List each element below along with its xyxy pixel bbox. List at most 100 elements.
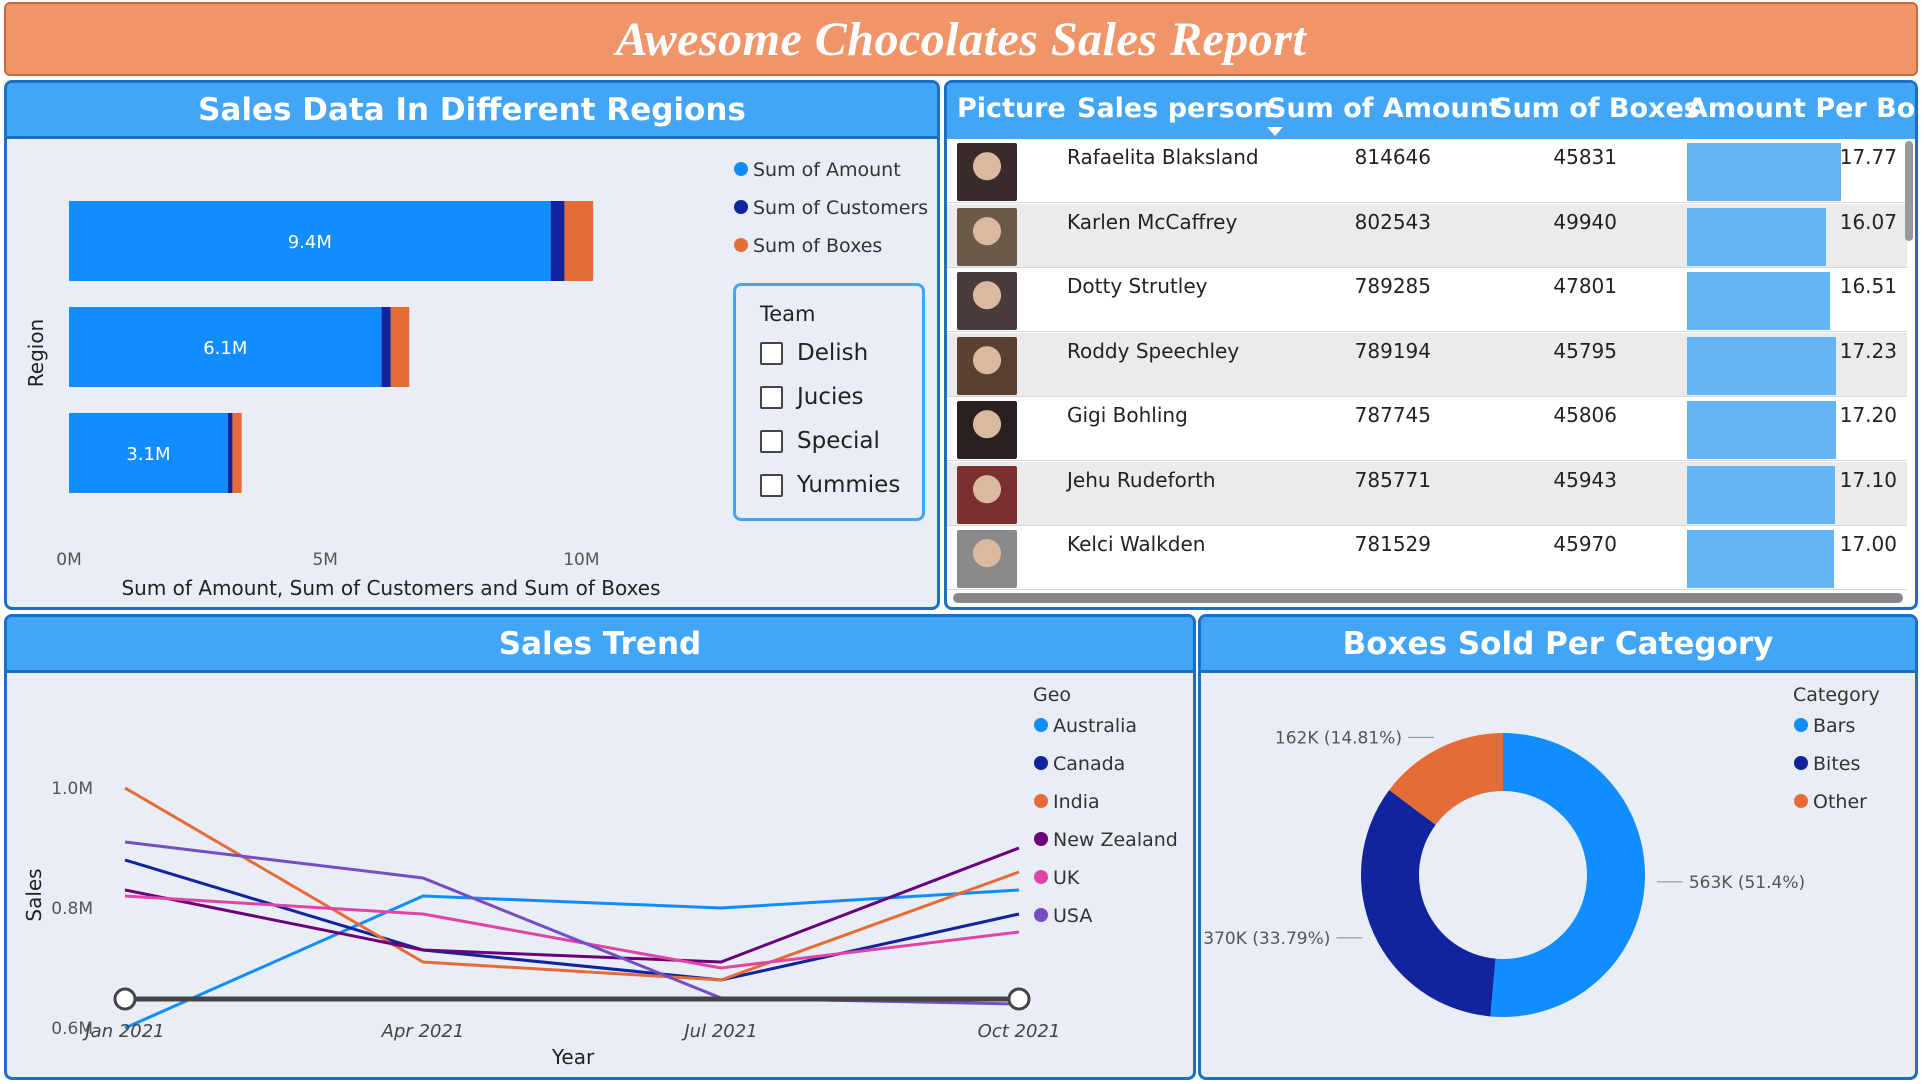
line-series-new-zealand <box>124 846 1020 964</box>
salesperson-name: Rafaelita Blaksland <box>1067 145 1259 169</box>
date-range-end-handle[interactable] <box>1007 987 1031 1011</box>
sum-of-amount-value: 789194 <box>1354 338 1431 363</box>
sum-of-boxes-value: 45806 <box>1553 403 1617 427</box>
legend-marker-1 <box>734 200 748 214</box>
donut-data-label-0: 563K (51.4%) <box>1689 873 1805 893</box>
legend-title: Geo <box>1033 684 1071 706</box>
col-header-amount-per-box[interactable]: Amount Per Box <box>1687 93 1918 124</box>
bar-amount-0 <box>69 201 551 281</box>
slicer-label-yummies: Yummies <box>797 472 901 498</box>
sales-trend-panel: Sales Trend 0.6M 0.8M 1.0M Sales Jan 2021 Apr… <box>4 614 1196 1080</box>
date-range-start-handle[interactable] <box>113 987 137 1011</box>
team-slicer: Team Delish Jucies Special Yummies <box>733 283 925 521</box>
sales-trend-line-chart: 0.6M 0.8M 1.0M Sales Jan 2021 Apr 2021 Jul 202… <box>22 684 1178 1069</box>
checkbox-yummies[interactable] <box>760 473 783 497</box>
x-axis-title: Year <box>551 1045 595 1069</box>
col-header-sum-of-amount[interactable]: Sum of Amount <box>1267 93 1502 124</box>
regions-panel-title: Sales Data In Different Regions <box>198 91 746 128</box>
amount-per-box-value: 16.51 <box>1839 274 1897 298</box>
sales-trend-header: Sales Trend <box>7 617 1193 673</box>
y-tick-label-0: 0.6M <box>51 1019 93 1039</box>
salesperson-name: Gigi Bohling <box>1067 403 1188 427</box>
report-title-bar: Awesome Chocolates Sales Report <box>4 2 1918 76</box>
table-row[interactable]: Dotty Strutley 789285 47801 16.51 <box>947 268 1907 332</box>
col-header-sum-of-boxes[interactable]: Sum of Boxes <box>1493 93 1700 124</box>
legend-marker-1 <box>1034 756 1048 770</box>
slicer-item-yummies[interactable]: Yummies <box>760 472 900 498</box>
table-body: Rafaelita Blaksland 814646 45831 17.77 Karle… <box>947 139 1907 595</box>
legend-marker-0 <box>734 162 748 176</box>
donut-slice-bites <box>1361 790 1496 1017</box>
sum-of-amount-value: 802543 <box>1354 209 1431 234</box>
bar-amount-1 <box>69 307 382 387</box>
checkbox-delish[interactable] <box>760 341 783 365</box>
table-row[interactable]: Karlen McCaffrey 802543 49940 16.07 <box>947 203 1907 268</box>
salesperson-avatar <box>957 530 1017 588</box>
salesperson-avatar <box>957 401 1017 459</box>
table-row[interactable]: Gigi Bohling 787745 45806 17.20 <box>947 397 1907 461</box>
checkbox-special[interactable] <box>760 429 783 453</box>
donut-data-label-2: 162K (14.81%) <box>1275 728 1402 748</box>
bar-boxes-0 <box>564 201 594 281</box>
col-header-sales-person[interactable]: Sales person <box>1077 93 1273 124</box>
x-tick-label-3: Oct 2021 <box>978 1021 1061 1042</box>
bar-customers-0 <box>550 201 565 281</box>
legend-label-1: Sum of Customers <box>753 197 928 219</box>
checkbox-jucies[interactable] <box>760 385 783 409</box>
boxes-category-header: Boxes Sold Per Category <box>1201 617 1915 673</box>
regions-bar-chart: 9.4M 6.1M 3.1M 0M 5M 10M Sum of Amount, Sum of… <box>24 159 928 600</box>
slicer-item-delish[interactable]: Delish <box>760 340 868 366</box>
x-tick-label-1: 5M <box>312 550 337 570</box>
amount-per-box-bar <box>1687 401 1837 459</box>
sum-of-boxes-value: 49940 <box>1553 209 1617 234</box>
sum-of-amount-value: 781529 <box>1354 532 1431 556</box>
table-row[interactable]: Jehu Rudeforth 785771 45943 17.10 <box>947 461 1907 526</box>
legend-marker-2 <box>1794 794 1808 808</box>
legend-label-2: India <box>1053 791 1100 813</box>
amount-per-box-value: 16.07 <box>1839 209 1897 234</box>
sum-of-amount-value: 785771 <box>1354 467 1431 492</box>
donut-slice-other <box>1389 733 1503 825</box>
line-series-australia <box>124 888 1020 1030</box>
table-row[interactable]: Kelci Walkden 781529 45970 17.00 <box>947 526 1907 590</box>
legend-marker-2 <box>734 238 748 252</box>
table-row[interactable]: Roddy Speechley 789194 45795 17.23 <box>947 332 1907 397</box>
legend-label-1: Canada <box>1053 753 1125 775</box>
y-axis-title: Sales <box>22 868 46 921</box>
salesperson-avatar <box>957 272 1017 330</box>
legend-marker-1 <box>1794 756 1808 770</box>
salesperson-name: Roddy Speechley <box>1067 338 1240 363</box>
slicer-item-jucies[interactable]: Jucies <box>760 384 864 410</box>
bar-amount-2 <box>69 413 228 493</box>
boxes-donut-chart: 563K (51.4%) 370K (33.79%) 162K (14.81%) Ca… <box>1203 684 1880 1017</box>
legend-marker-5 <box>1034 908 1048 922</box>
amount-per-box-value: 17.20 <box>1839 403 1897 427</box>
legend-marker-0 <box>1034 718 1048 732</box>
bar-boxes-2 <box>232 413 242 493</box>
sum-of-boxes-value: 45943 <box>1553 467 1617 492</box>
amount-per-box-value: 17.00 <box>1839 532 1897 556</box>
vertical-scrollbar[interactable] <box>1905 141 1913 241</box>
salesperson-avatar <box>957 207 1017 266</box>
table-row[interactable]: Rafaelita Blaksland 814646 45831 17.77 <box>947 139 1907 203</box>
slicer-item-special[interactable]: Special <box>760 428 880 454</box>
sum-of-boxes-value: 47801 <box>1553 274 1617 298</box>
amount-per-box-value: 17.23 <box>1839 338 1897 363</box>
salesperson-avatar <box>957 465 1017 524</box>
legend-label-4: UK <box>1053 867 1080 889</box>
slicer-label-special: Special <box>797 428 880 454</box>
sum-of-amount-value: 787745 <box>1354 403 1431 427</box>
amount-per-box-bar <box>1687 465 1836 524</box>
y-axis-title: Region <box>24 319 48 387</box>
salesperson-table-panel: Picture Sales person Sum of Amount Sum o… <box>944 80 1918 610</box>
x-tick-label-0: Jan 2021 <box>82 1021 164 1042</box>
amount-per-box-value: 17.10 <box>1839 467 1897 492</box>
horizontal-scrollbar[interactable] <box>953 593 1903 603</box>
legend-label-3: New Zealand <box>1053 829 1178 851</box>
col-header-picture[interactable]: Picture <box>957 93 1066 124</box>
regions-panel-header: Sales Data In Different Regions <box>7 83 937 139</box>
donut-slice-bars <box>1490 733 1645 1017</box>
salesperson-name: Jehu Rudeforth <box>1067 467 1216 492</box>
report-title: Awesome Chocolates Sales Report <box>615 12 1307 66</box>
line-series-uk <box>124 894 1020 970</box>
